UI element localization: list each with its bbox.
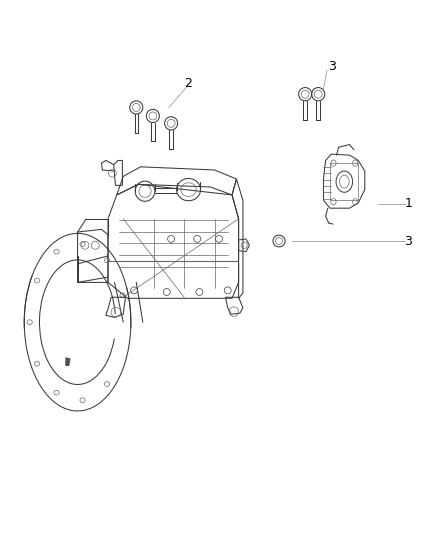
Text: 3: 3 [404,235,412,247]
Polygon shape [66,358,70,366]
Text: 1: 1 [404,197,412,211]
Text: 2: 2 [184,77,192,90]
Text: 3: 3 [328,60,336,72]
